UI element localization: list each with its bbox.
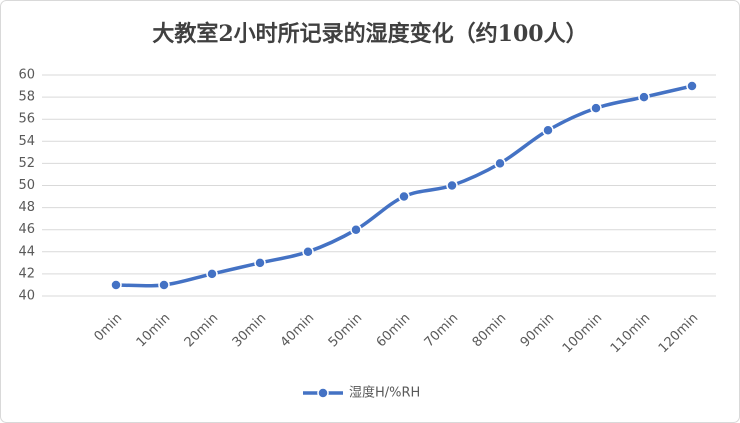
- legend-label: 湿度H/%RH: [349, 385, 420, 401]
- data-point: [542, 124, 554, 136]
- legend-marker: [317, 387, 329, 399]
- y-tick-label: 58: [18, 90, 35, 105]
- y-tick-label: 40: [18, 289, 35, 304]
- data-point: [302, 246, 314, 258]
- y-tick-label: 54: [18, 134, 35, 149]
- data-point: [686, 80, 698, 92]
- data-point: [350, 223, 362, 236]
- data-point: [398, 190, 410, 203]
- y-tick-label: 48: [18, 200, 35, 215]
- y-tick-label: 52: [18, 156, 35, 171]
- data-point: [446, 179, 458, 192]
- data-point: [254, 257, 266, 269]
- y-tick-label: 42: [18, 266, 35, 281]
- data-point: [638, 91, 650, 103]
- data-point: [494, 157, 506, 170]
- y-tick-label: 46: [18, 222, 35, 237]
- y-tick-label: 44: [18, 244, 35, 259]
- y-tick-label: 56: [18, 112, 35, 127]
- chart-title: 大教室2小时所记录的湿度变化（约100人）: [152, 21, 587, 47]
- data-point: [206, 268, 218, 280]
- y-tick-label: 60: [18, 68, 35, 83]
- y-tick-label: 50: [18, 178, 35, 193]
- data-point: [590, 102, 602, 114]
- data-point: [158, 279, 170, 291]
- data-point: [110, 279, 122, 291]
